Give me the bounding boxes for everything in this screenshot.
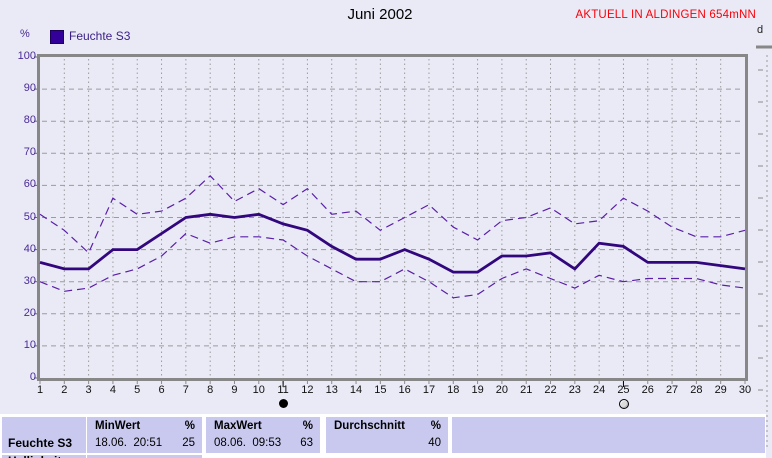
x-tick-label: 12	[301, 384, 314, 396]
x-tick-label: 20	[495, 384, 509, 396]
x-tick-label: 19	[471, 384, 484, 396]
legend-label: Feuchte S3	[69, 29, 131, 43]
x-tick-label: 4	[109, 384, 116, 396]
station-status-text: AKTUELL IN ALDINGEN 654mNN	[575, 9, 756, 21]
stats-cell-minwert: MinWert % 18.06. 20:51 25	[87, 417, 202, 453]
new-moon-icon	[278, 399, 288, 408]
maxwert-unit: %	[302, 420, 313, 432]
y-axis-unit-label: %	[20, 28, 30, 40]
maxwert-timestamp: 08.06. 09:53	[214, 437, 282, 449]
x-tick-label: 3	[85, 384, 92, 396]
maxwert-header: MaxWert	[214, 420, 262, 432]
series-max	[39, 174, 746, 254]
x-tick-label: 18	[447, 384, 460, 396]
stats-cell-sensor: Feuchte S3	[2, 417, 86, 453]
next-chart-partial-label: d	[757, 24, 764, 36]
x-tick-label: 22	[544, 384, 557, 396]
minwert-value: 25	[182, 437, 195, 449]
minwert-header: MinWert	[95, 420, 141, 432]
durchschnitt-unit: %	[430, 420, 441, 432]
x-tick-label: 6	[158, 384, 165, 396]
x-tick-label: 7	[182, 384, 189, 396]
y-tick-label: 30	[23, 274, 36, 287]
plot-border	[37, 54, 748, 381]
x-tick-label: 1	[36, 384, 44, 396]
y-tick-label: 60	[23, 178, 36, 191]
x-tick-label: 13	[325, 384, 338, 396]
x-tick-label: 29	[714, 384, 727, 396]
x-tick-label: 17	[422, 384, 436, 396]
minwert-unit: %	[184, 420, 195, 432]
full-moon-icon	[618, 399, 629, 409]
chart-title: Juni 2002	[347, 6, 413, 23]
x-tick-label: 23	[568, 384, 581, 396]
x-tick-label: 27	[665, 384, 679, 396]
stats-next-row-cell	[87, 455, 202, 458]
y-tick-label: 50	[23, 210, 36, 223]
x-tick-label: 30	[738, 384, 752, 396]
y-tick-label: 80	[23, 114, 36, 127]
stats-cell-durchschnitt: Durchschnitt % 40	[326, 417, 448, 453]
y-tick-label: 0	[29, 371, 36, 383]
x-tick-label: 11	[277, 384, 289, 396]
x-tick-label: 2	[61, 384, 68, 396]
y-tick-label: 40	[23, 242, 36, 255]
legend-swatch-icon	[50, 30, 64, 44]
x-tick-label: 28	[690, 384, 703, 396]
stats-next-row-sensor: Helligkeit	[2, 454, 86, 458]
durchschnitt-header: Durchschnitt	[334, 420, 405, 432]
y-tick-label: 70	[23, 146, 36, 159]
durchschnitt-value: 40	[428, 437, 441, 449]
y-tick-label: 10	[23, 338, 36, 351]
stats-cell-empty	[452, 417, 765, 453]
sensor-name-label: Feuchte S3	[8, 436, 73, 450]
x-tick-label: 10	[252, 384, 265, 396]
x-tick-label: 5	[134, 384, 141, 396]
maxwert-value: 63	[300, 437, 313, 449]
x-tick-label: 9	[231, 384, 238, 396]
x-tick-label: 21	[520, 384, 533, 396]
x-tick-label: 8	[207, 384, 214, 396]
next-sensor-name-label: Helligkeit	[8, 454, 61, 458]
x-tick-label: 16	[398, 384, 411, 396]
stats-cell-maxwert: MaxWert % 08.06. 09:53 63	[206, 417, 320, 453]
x-tick-label: 24	[593, 384, 606, 396]
series-feuchte-s3	[39, 212, 746, 274]
x-tick-label: 15	[374, 384, 387, 396]
x-tick-label: 25	[617, 384, 630, 396]
y-tick-label: 20	[23, 306, 36, 319]
x-tick-label: 14	[349, 384, 363, 396]
x-tick-label: 26	[641, 384, 654, 396]
minwert-timestamp: 18.06. 20:51	[95, 437, 163, 449]
y-tick-label: 100	[17, 50, 36, 62]
y-tick-label: 90	[23, 82, 36, 95]
